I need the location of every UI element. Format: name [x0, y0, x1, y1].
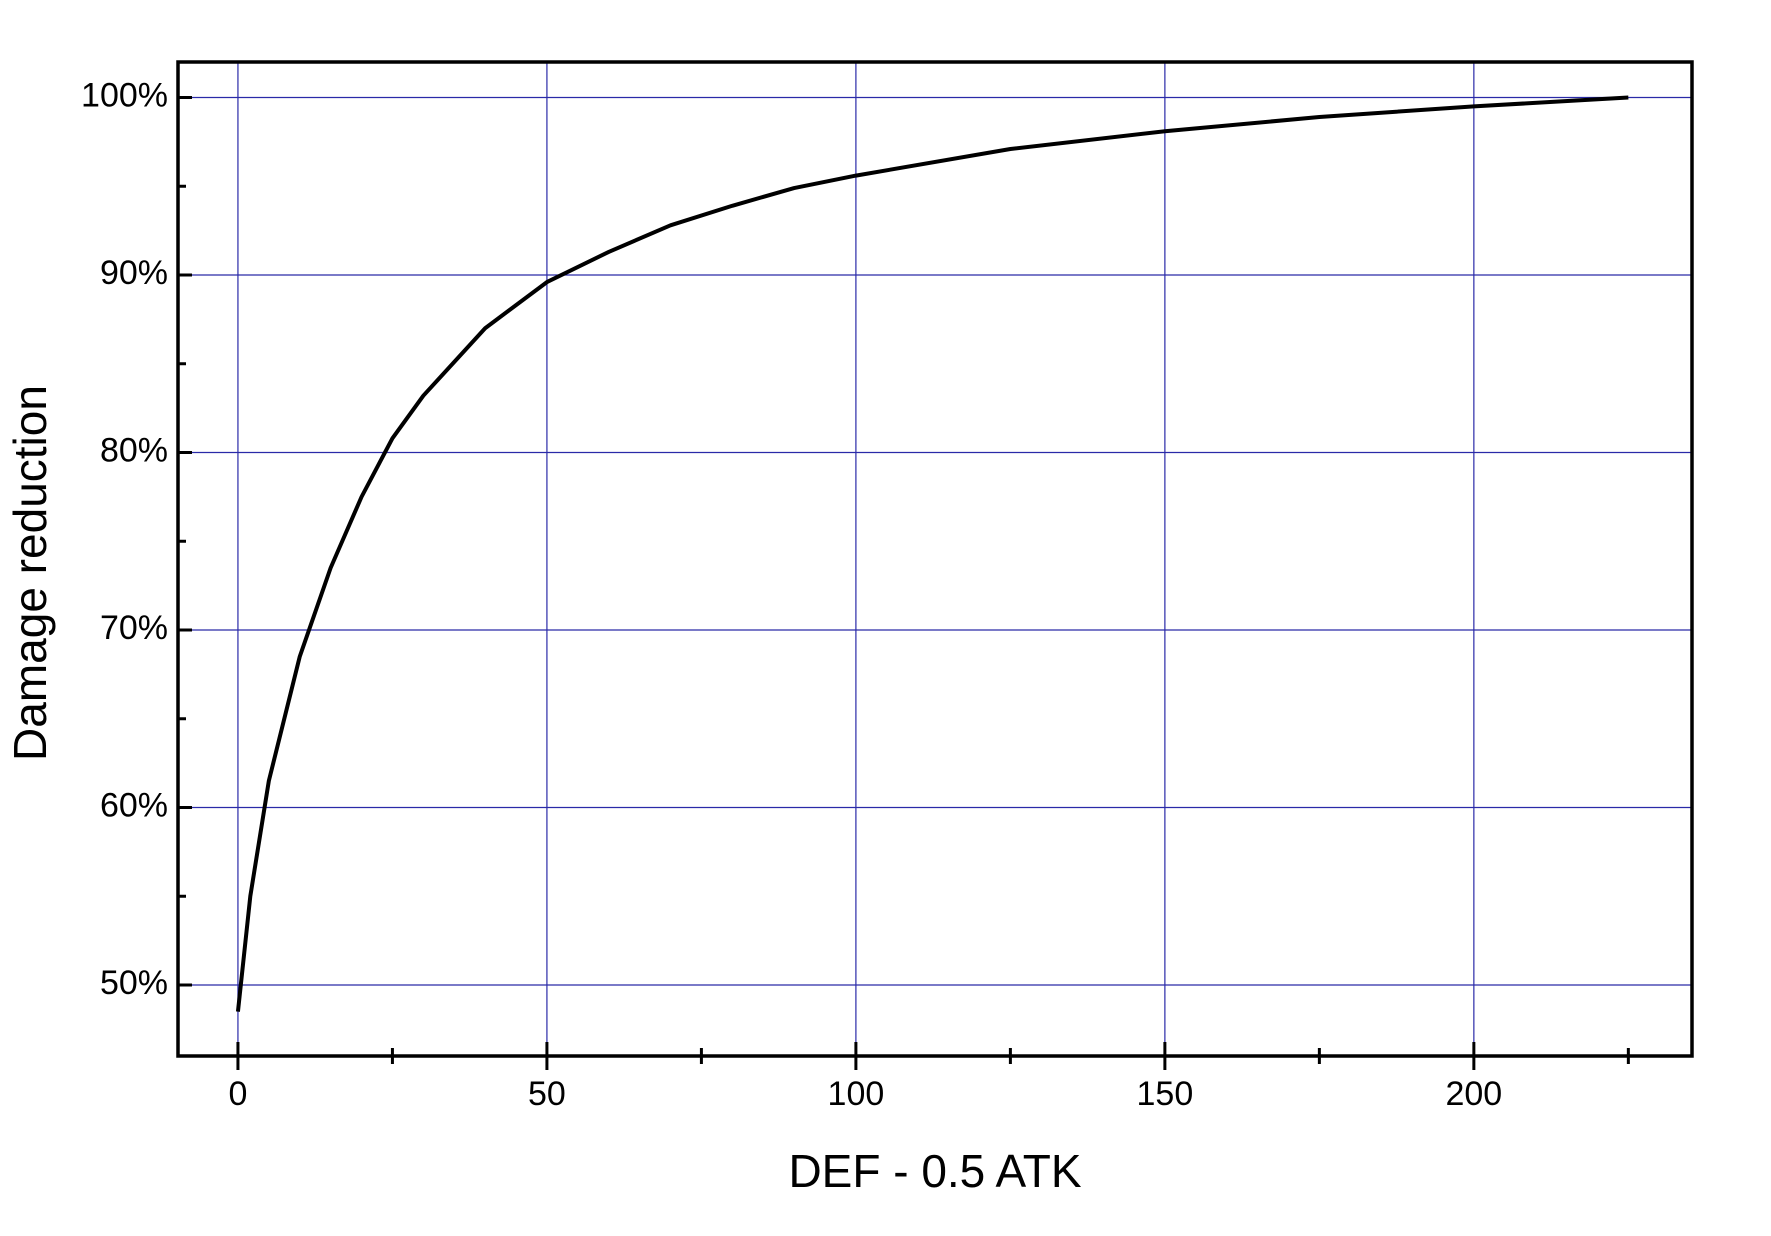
y-tick-label: 90% [100, 254, 168, 292]
x-tick-label: 0 [228, 1075, 247, 1113]
y-tick-label: 70% [100, 609, 168, 647]
x-tick-label: 100 [828, 1075, 885, 1113]
plot-frame [176, 60, 1694, 1058]
x-tick-label: 150 [1137, 1075, 1194, 1113]
x-tick-label: 200 [1445, 1075, 1502, 1113]
y-axis-title: Damage reduction [4, 385, 56, 761]
y-tick-label: 80% [100, 431, 168, 469]
y-tick-label: 50% [100, 964, 168, 1002]
data-line [235, 95, 1629, 1012]
y-tick-label: 100% [81, 76, 168, 114]
x-axis-title: DEF - 0.5 ATK [788, 1145, 1081, 1197]
x-tick-label: 50 [528, 1075, 566, 1113]
y-tick-label: 60% [100, 786, 168, 824]
